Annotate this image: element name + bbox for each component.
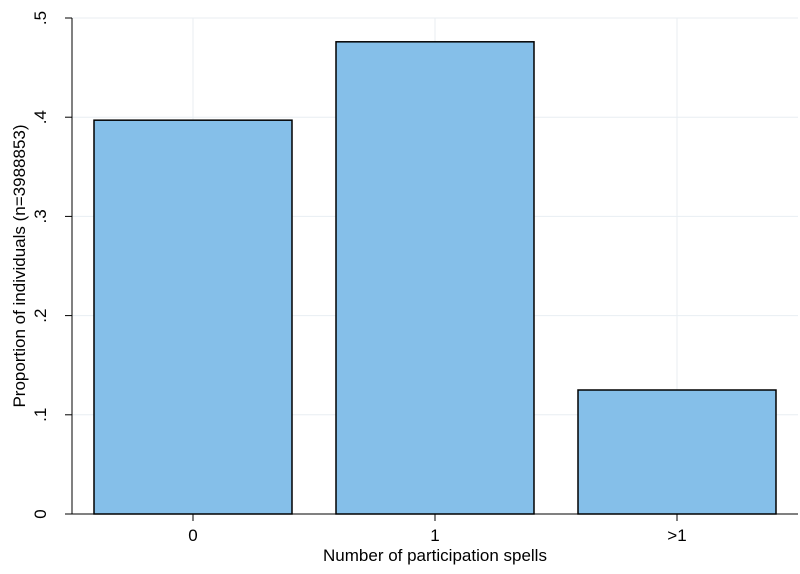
x-tick-label: 1 xyxy=(430,526,439,545)
y-tick-label: 0 xyxy=(31,509,50,518)
y-axis-title: Proportion of individuals (n=3988853) xyxy=(10,124,29,407)
bar-0 xyxy=(93,119,293,515)
x-ticks: 0 1 >1 xyxy=(188,514,687,545)
y-tick-label: .4 xyxy=(31,110,50,124)
bars xyxy=(93,41,777,515)
bar-1 xyxy=(335,41,535,515)
x-axis-title: Number of participation spells xyxy=(323,546,547,565)
y-tick-label: .5 xyxy=(31,11,50,25)
y-tick-label: .2 xyxy=(31,309,50,323)
bar-2 xyxy=(577,389,777,515)
x-tick-label: >1 xyxy=(667,526,686,545)
x-tick-label: 0 xyxy=(188,526,197,545)
y-ticks: 0 .1 .2 .3 .4 .5 xyxy=(31,11,72,519)
y-tick-label: .1 xyxy=(31,408,50,422)
y-tick-label: .3 xyxy=(31,209,50,223)
